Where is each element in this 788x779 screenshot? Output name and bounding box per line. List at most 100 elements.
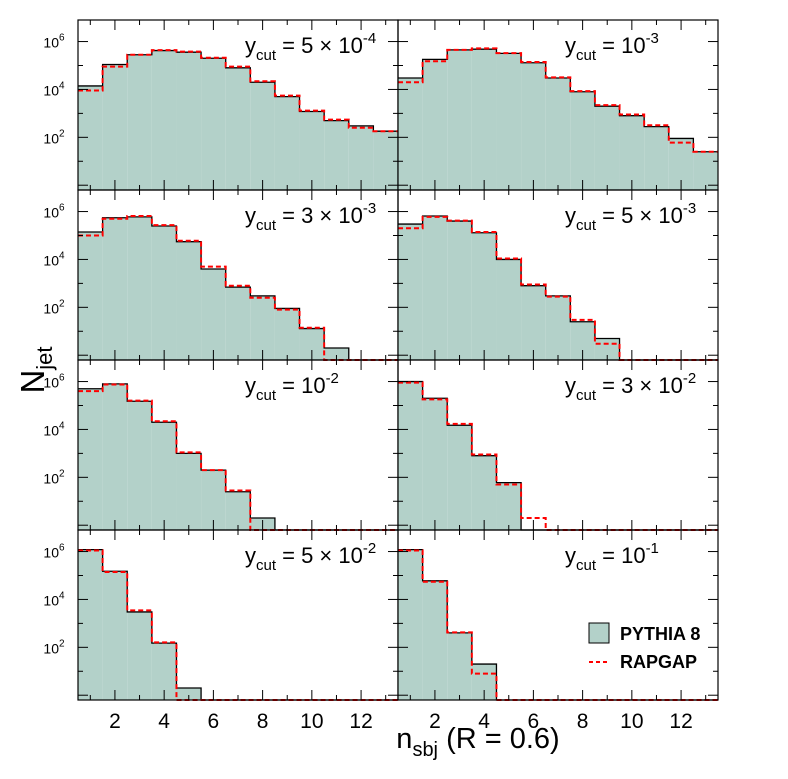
panel-4: ycut = 5 × 10-3	[397, 189, 719, 361]
pythia-bar	[398, 549, 423, 700]
y-tick-label: 102	[43, 638, 65, 656]
pythia-bar	[176, 52, 202, 191]
legend-pythia-label: PYTHIA 8	[620, 624, 700, 644]
pythia-bar	[127, 54, 152, 190]
x-tick-label: 6	[528, 710, 540, 733]
pythia-bar	[373, 131, 398, 190]
y-tick-label: 104	[43, 250, 65, 268]
pythia-bar	[644, 126, 669, 190]
pythia-bar	[151, 422, 177, 530]
panel-5: 102 104 106 ycut = 10-2	[43, 359, 399, 531]
x-tick-label: 12	[349, 710, 372, 733]
y-tick-label: 106	[43, 543, 65, 561]
y-tick-label: 102	[43, 468, 65, 486]
pythia-bar	[619, 115, 645, 190]
rapgap-line	[398, 381, 718, 531]
x-tick-label: 4	[478, 710, 490, 733]
pythia-bar	[176, 453, 202, 530]
pythia-bar	[102, 64, 128, 190]
legend-rapgap-label: RAPGAP	[620, 652, 697, 672]
pythia-bar	[693, 151, 718, 190]
pythia-bar	[274, 96, 300, 190]
pythia-bar	[201, 268, 226, 360]
legend-pythia-swatch	[588, 622, 610, 644]
y-tick-label: 106	[43, 203, 65, 221]
pythia-bar	[471, 232, 497, 360]
pythia-bar	[102, 571, 128, 700]
panel-2: ycut = 10-3	[397, 19, 719, 191]
y-tick-label: 102	[43, 128, 65, 146]
pythia-bar	[127, 611, 152, 700]
x-tick-label: 10	[620, 710, 643, 733]
pythia-bar	[594, 106, 620, 190]
pythia-bar	[496, 259, 522, 360]
x-tick-label: 8	[257, 710, 269, 733]
pythia-bar	[225, 491, 251, 530]
pythia-bar	[348, 125, 374, 190]
pythia-bar	[176, 688, 202, 700]
panel-8: 2 4 6 8 10 12 ycut = 10-1	[397, 529, 719, 733]
x-tick-label: 2	[429, 710, 441, 733]
x-tick-label: 4	[158, 710, 170, 733]
pythia-bar	[447, 49, 472, 190]
panel-6: ycut = 3 × 10-2	[397, 359, 719, 531]
ycut-label: ycut = 10-2	[245, 370, 339, 404]
pythia-bar	[570, 91, 595, 190]
pythia-bar	[398, 224, 423, 360]
pythia-bar	[545, 78, 571, 190]
pythia-bar	[78, 549, 103, 700]
pythia-bar	[398, 78, 423, 190]
pythia-bar	[102, 217, 128, 360]
pythia-bar	[151, 50, 177, 191]
pythia-bar	[496, 53, 522, 191]
pythia-bar	[299, 111, 325, 190]
pythia-bar	[250, 295, 275, 360]
pythia-bar	[521, 62, 546, 190]
pythia-bar	[102, 383, 128, 530]
pythia-bar	[422, 59, 448, 190]
y-tick-label: 104	[43, 420, 65, 438]
y-tick-label: 104	[43, 590, 65, 608]
y-axis-label: Njet	[14, 346, 57, 393]
pythia-bar	[422, 580, 448, 700]
pythia-bar	[471, 49, 497, 190]
pythia-bar	[78, 85, 103, 190]
pythia-bar	[78, 388, 103, 530]
pythia-bar	[127, 401, 152, 530]
pythia-bar	[422, 398, 448, 530]
ycut-label: ycut = 5 × 10-3	[565, 200, 696, 234]
pythia-bar	[201, 58, 226, 190]
x-tick-label: 6	[208, 710, 220, 733]
pythia-bar	[398, 381, 423, 530]
y-tick-label: 104	[43, 80, 65, 98]
pythia-bar	[176, 241, 202, 360]
pythia-bar	[78, 231, 103, 360]
x-axis-label-sub: sbj	[412, 739, 438, 761]
y-axis-label-sub: jet	[32, 346, 57, 370]
pythia-bar	[324, 348, 349, 360]
y-tick-label: 106	[43, 373, 65, 391]
pythia-bar	[545, 295, 571, 360]
legend: PYTHIA 8 RAPGAP	[588, 622, 700, 672]
panel-3: 102 104 106 ycut = 3 × 10-3	[43, 189, 399, 361]
rapgap-line	[78, 49, 398, 133]
pythia-bar	[225, 287, 251, 360]
x-tick-label: 8	[577, 710, 589, 733]
ycut-label: ycut = 3 × 10-2	[565, 370, 696, 404]
pythia-bar	[447, 425, 472, 530]
x-tick-label: 10	[300, 710, 323, 733]
x-tick-label: 2	[109, 710, 121, 733]
pythia-bar	[447, 632, 472, 700]
pythia-bar	[151, 225, 177, 360]
pythia-bar	[422, 216, 448, 360]
pythia-bar	[225, 67, 251, 190]
ycut-label: ycut = 5 × 10-4	[245, 30, 376, 64]
pythia-bar	[324, 120, 349, 190]
rapgap-line	[78, 215, 398, 361]
pythia-bar	[274, 308, 300, 360]
pythia-bar	[521, 285, 546, 360]
rapgap-line	[398, 47, 718, 153]
x-tick-label: 12	[669, 710, 692, 733]
